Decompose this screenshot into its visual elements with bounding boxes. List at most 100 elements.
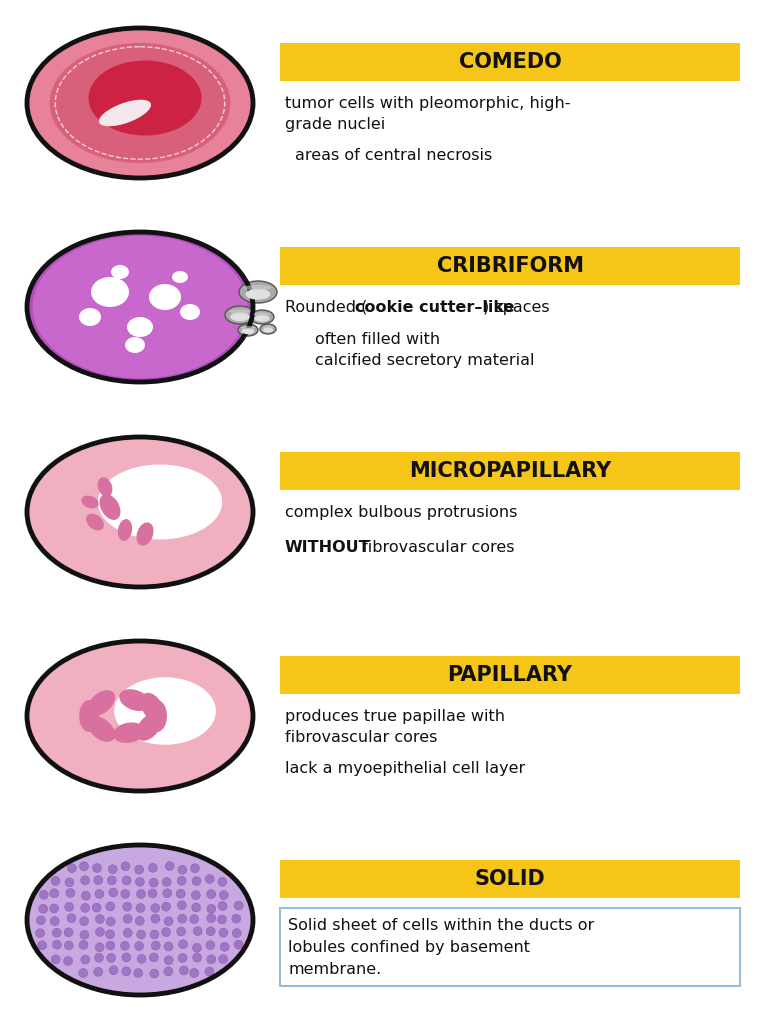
- Circle shape: [207, 890, 216, 899]
- Circle shape: [220, 942, 229, 951]
- Ellipse shape: [260, 324, 276, 334]
- Circle shape: [137, 954, 146, 964]
- Circle shape: [80, 916, 88, 926]
- Circle shape: [192, 877, 201, 886]
- Text: ) spaces: ) spaces: [483, 300, 550, 315]
- Circle shape: [52, 940, 61, 949]
- Circle shape: [207, 954, 216, 964]
- Circle shape: [123, 914, 132, 924]
- Ellipse shape: [88, 716, 115, 741]
- Circle shape: [164, 967, 173, 976]
- Circle shape: [106, 902, 114, 911]
- Ellipse shape: [250, 310, 274, 324]
- Circle shape: [137, 930, 146, 939]
- Circle shape: [190, 914, 199, 924]
- FancyBboxPatch shape: [280, 860, 740, 898]
- Circle shape: [95, 943, 104, 952]
- Circle shape: [162, 878, 171, 887]
- Circle shape: [92, 903, 101, 912]
- Circle shape: [50, 889, 58, 898]
- Text: tumor cells with pleomorphic, high-
grade nuclei: tumor cells with pleomorphic, high- grad…: [285, 96, 571, 132]
- Text: COMEDO: COMEDO: [458, 52, 561, 72]
- Text: CRIBRIFORM: CRIBRIFORM: [436, 256, 584, 276]
- Circle shape: [81, 891, 91, 900]
- Circle shape: [52, 928, 61, 937]
- Ellipse shape: [50, 43, 230, 163]
- Text: often filled with
calcified secretory material: often filled with calcified secretory ma…: [315, 332, 535, 368]
- Circle shape: [64, 956, 73, 966]
- Ellipse shape: [111, 265, 129, 279]
- Circle shape: [165, 861, 174, 870]
- Ellipse shape: [88, 690, 115, 716]
- Circle shape: [137, 890, 145, 898]
- Circle shape: [135, 878, 144, 887]
- Circle shape: [234, 901, 243, 910]
- Ellipse shape: [225, 306, 255, 324]
- Ellipse shape: [86, 514, 104, 530]
- Circle shape: [64, 928, 73, 937]
- Circle shape: [95, 914, 104, 924]
- Circle shape: [164, 955, 174, 965]
- Circle shape: [220, 891, 228, 900]
- Ellipse shape: [127, 317, 153, 337]
- Circle shape: [191, 891, 200, 900]
- Circle shape: [232, 929, 241, 938]
- Circle shape: [80, 930, 89, 939]
- Circle shape: [177, 877, 186, 885]
- Circle shape: [108, 876, 116, 885]
- Text: areas of central necrosis: areas of central necrosis: [295, 148, 492, 163]
- Circle shape: [93, 863, 101, 872]
- Circle shape: [177, 914, 187, 924]
- Circle shape: [134, 941, 144, 950]
- Circle shape: [218, 878, 227, 887]
- Circle shape: [150, 930, 159, 939]
- Circle shape: [122, 967, 131, 976]
- Circle shape: [178, 953, 187, 963]
- Circle shape: [206, 941, 215, 949]
- Ellipse shape: [27, 845, 253, 995]
- Circle shape: [177, 927, 186, 936]
- Circle shape: [190, 863, 200, 872]
- Circle shape: [218, 901, 227, 910]
- Circle shape: [219, 954, 227, 964]
- Circle shape: [136, 903, 145, 912]
- Circle shape: [148, 863, 157, 872]
- Circle shape: [163, 889, 172, 898]
- Circle shape: [164, 942, 173, 951]
- Ellipse shape: [136, 713, 162, 740]
- Ellipse shape: [33, 236, 247, 378]
- Circle shape: [207, 904, 216, 913]
- Ellipse shape: [230, 312, 250, 322]
- Circle shape: [193, 943, 201, 952]
- Circle shape: [94, 968, 103, 976]
- Ellipse shape: [119, 689, 150, 711]
- Circle shape: [109, 966, 118, 975]
- Circle shape: [51, 954, 60, 964]
- Circle shape: [176, 889, 185, 898]
- Text: Solid sheet of cells within the ducts or
lobules confined by basement
membrane.: Solid sheet of cells within the ducts or…: [288, 918, 594, 977]
- Circle shape: [109, 888, 118, 897]
- Ellipse shape: [172, 271, 188, 283]
- Circle shape: [79, 969, 88, 978]
- Ellipse shape: [99, 99, 151, 126]
- FancyBboxPatch shape: [280, 43, 740, 81]
- Circle shape: [148, 889, 157, 898]
- Text: Rounded (: Rounded (: [285, 300, 367, 315]
- Ellipse shape: [114, 677, 216, 744]
- Ellipse shape: [27, 437, 253, 587]
- Ellipse shape: [246, 289, 270, 300]
- Ellipse shape: [27, 28, 253, 178]
- Circle shape: [151, 903, 160, 912]
- Ellipse shape: [141, 693, 164, 722]
- Ellipse shape: [125, 337, 145, 353]
- Circle shape: [122, 953, 131, 962]
- Ellipse shape: [239, 281, 277, 303]
- Circle shape: [35, 929, 45, 938]
- Ellipse shape: [91, 278, 129, 307]
- Circle shape: [232, 914, 240, 923]
- Ellipse shape: [149, 284, 181, 310]
- Ellipse shape: [147, 700, 167, 732]
- Text: lack a myoepithelial cell layer: lack a myoepithelial cell layer: [285, 761, 525, 776]
- Circle shape: [80, 862, 88, 870]
- Ellipse shape: [241, 329, 254, 334]
